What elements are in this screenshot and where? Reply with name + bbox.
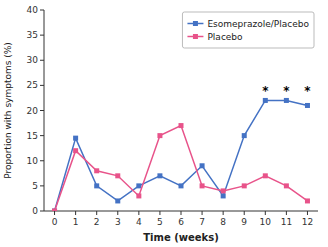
- x-tick: [159, 211, 160, 215]
- x-tick-label: 10: [260, 217, 272, 227]
- series-marker: [221, 193, 226, 198]
- chart: 01234567891011120510152025303540Time (we…: [0, 0, 328, 247]
- y-tick-label: 20: [27, 106, 39, 116]
- legend: Esomeprazole/Placebo Placebo: [182, 12, 314, 48]
- x-tick: [202, 211, 203, 215]
- x-tick: [75, 211, 76, 215]
- y-tick: [40, 211, 44, 212]
- series-line: [55, 126, 308, 211]
- y-axis-label: Proportion with symptoms (%): [3, 42, 13, 179]
- y-tick-label: 5: [32, 181, 38, 191]
- x-tick-label: 7: [199, 217, 205, 227]
- annotation: *: [304, 84, 311, 98]
- x-tick: [223, 211, 224, 215]
- y-tick-label: 30: [27, 55, 39, 65]
- legend-marker: [193, 21, 198, 26]
- series-marker: [73, 148, 78, 153]
- series-marker: [52, 209, 57, 212]
- series-marker: [73, 136, 78, 141]
- annotation: *: [262, 84, 269, 98]
- plot-area: [52, 98, 310, 211]
- y-tick: [40, 10, 44, 11]
- y-tick-label: 0: [32, 206, 38, 216]
- series-marker: [52, 209, 57, 212]
- series-marker: [94, 183, 99, 188]
- series-marker: [242, 183, 247, 188]
- x-tick-label: 3: [115, 217, 121, 227]
- y-tick: [40, 35, 44, 36]
- y-tick-label: 25: [27, 80, 38, 90]
- series-marker: [179, 123, 184, 128]
- series-marker: [305, 198, 310, 203]
- y-tick: [40, 185, 44, 186]
- y-tick: [40, 135, 44, 136]
- series-marker: [179, 183, 184, 188]
- series-line: [55, 100, 308, 211]
- x-tick: [181, 211, 182, 215]
- x-tick: [286, 211, 287, 215]
- x-tick: [96, 211, 97, 215]
- series-marker: [305, 103, 310, 108]
- x-tick: [117, 211, 118, 215]
- x-tick-label: 2: [94, 217, 100, 227]
- x-tick: [54, 211, 55, 215]
- legend-label: Esomeprazole/Placebo: [207, 19, 309, 29]
- x-tick: [138, 211, 139, 215]
- series-marker: [136, 193, 141, 198]
- x-tick: [307, 211, 308, 215]
- series-marker: [115, 198, 120, 203]
- legend-marker: [193, 34, 198, 39]
- series-marker: [284, 98, 289, 103]
- y-tick: [40, 160, 44, 161]
- series-marker: [200, 183, 205, 188]
- legend-label: Placebo: [207, 32, 243, 42]
- x-tick-label: 8: [220, 217, 226, 227]
- x-tick: [244, 211, 245, 215]
- x-tick-label: 6: [178, 217, 184, 227]
- series-marker: [94, 168, 99, 173]
- series-marker: [136, 183, 141, 188]
- series-marker: [200, 163, 205, 168]
- x-tick: [265, 211, 266, 215]
- x-tick-label: 1: [73, 217, 79, 227]
- y-tick-label: 10: [27, 156, 39, 166]
- series-marker: [242, 133, 247, 138]
- series-marker: [157, 173, 162, 178]
- x-axis-label: Time (weeks): [143, 232, 218, 243]
- legend-box: [182, 12, 314, 48]
- series-marker: [263, 173, 268, 178]
- y-tick: [40, 60, 44, 61]
- y-tick: [40, 110, 44, 111]
- series-marker: [284, 183, 289, 188]
- series-marker: [157, 133, 162, 138]
- y-tick-label: 35: [27, 30, 38, 40]
- x-tick-label: 11: [281, 217, 292, 227]
- series-marker: [221, 188, 226, 193]
- y-tick: [40, 85, 44, 86]
- series-marker: [263, 98, 268, 103]
- x-tick-label: 12: [302, 217, 313, 227]
- x-tick-label: 0: [52, 217, 58, 227]
- annotation: *: [283, 84, 290, 98]
- y-tick-label: 15: [27, 131, 38, 141]
- x-tick-label: 5: [157, 217, 163, 227]
- x-tick-label: 9: [241, 217, 247, 227]
- x-tick-label: 4: [136, 217, 142, 227]
- series-marker: [115, 173, 120, 178]
- y-tick-label: 40: [27, 5, 39, 15]
